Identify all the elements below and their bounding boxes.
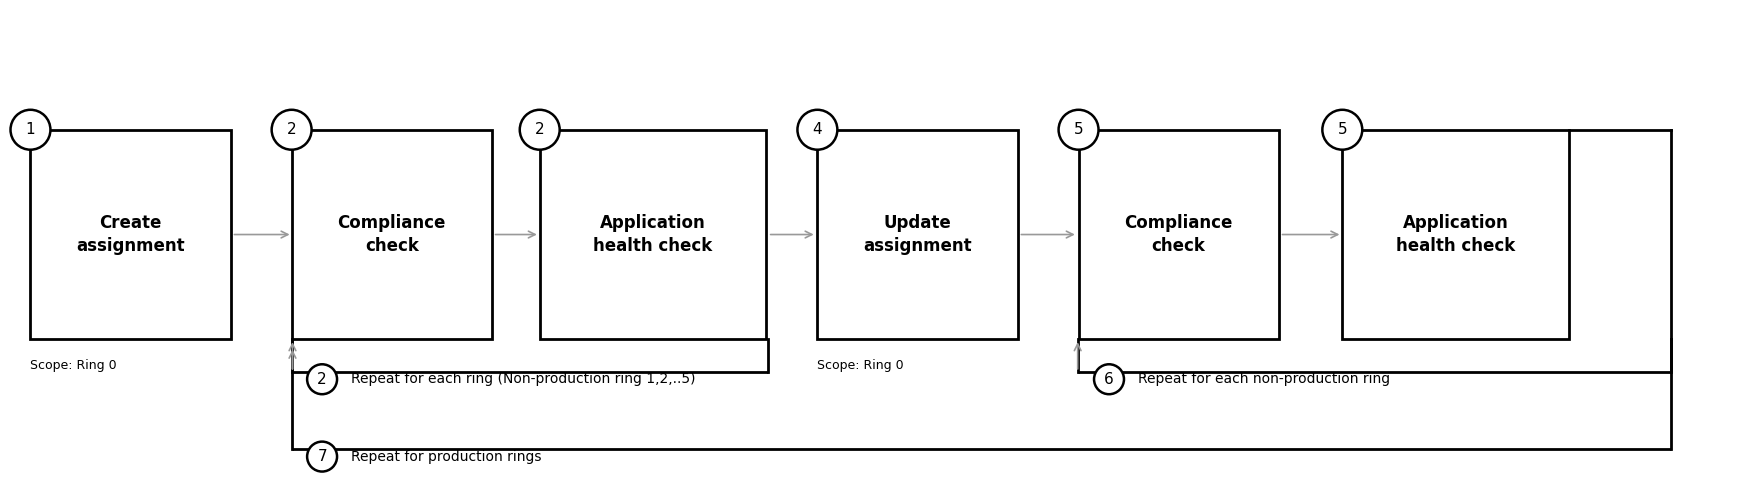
Text: 2: 2 (287, 122, 296, 137)
Text: Application
health check: Application health check (594, 214, 712, 255)
Ellipse shape (797, 110, 837, 150)
Text: Compliance
check: Compliance check (1125, 214, 1233, 255)
Ellipse shape (10, 110, 50, 150)
Ellipse shape (306, 364, 338, 394)
Text: 5: 5 (1337, 122, 1348, 137)
Text: Update
assignment: Update assignment (864, 214, 971, 255)
Ellipse shape (1093, 364, 1125, 394)
Text: 2: 2 (317, 372, 327, 387)
FancyBboxPatch shape (292, 130, 493, 339)
Text: Repeat for each ring (Non-production ring 1,2,..5): Repeat for each ring (Non-production rin… (352, 372, 695, 386)
Text: 5: 5 (1074, 122, 1083, 137)
Ellipse shape (306, 442, 338, 472)
Text: Repeat for each non-production ring: Repeat for each non-production ring (1139, 372, 1389, 386)
Ellipse shape (1059, 110, 1099, 150)
Text: Repeat for production rings: Repeat for production rings (352, 450, 541, 464)
Ellipse shape (1323, 110, 1361, 150)
Text: Scope: Ring 0: Scope: Ring 0 (818, 359, 904, 372)
Text: 4: 4 (813, 122, 822, 137)
Text: 7: 7 (317, 449, 327, 464)
Text: 6: 6 (1104, 372, 1114, 387)
FancyBboxPatch shape (540, 130, 766, 339)
FancyBboxPatch shape (30, 130, 230, 339)
Text: 2: 2 (534, 122, 545, 137)
FancyBboxPatch shape (818, 130, 1017, 339)
Ellipse shape (272, 110, 312, 150)
FancyBboxPatch shape (1342, 130, 1569, 339)
Text: Compliance
check: Compliance check (338, 214, 446, 255)
FancyBboxPatch shape (1079, 130, 1278, 339)
Text: Scope: Ring 0: Scope: Ring 0 (30, 359, 117, 372)
Ellipse shape (521, 110, 559, 150)
Text: Create
assignment: Create assignment (77, 214, 185, 255)
Text: 1: 1 (26, 122, 35, 137)
Text: Application
health check: Application health check (1396, 214, 1515, 255)
